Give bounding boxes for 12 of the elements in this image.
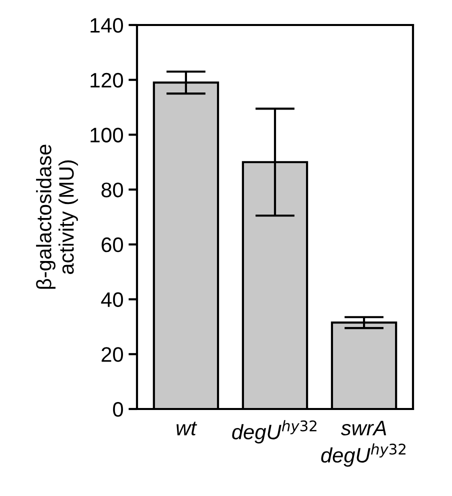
y-tick-label: 0 — [113, 402, 123, 417]
y-tick-label: 140 — [90, 18, 123, 33]
y-tick-label: 60 — [102, 237, 123, 252]
x-tick-label: swrA degU$^{hy32}$ — [321, 420, 406, 467]
x-tick-label: wt — [176, 422, 198, 436]
x-tick-label: degU$^{hy32}$ — [232, 420, 316, 444]
y-tick-label: 100 — [90, 128, 123, 142]
y-tick-label: 20 — [102, 347, 123, 362]
y-tick-label: 40 — [101, 292, 123, 308]
y-tick-label: 80 — [102, 182, 123, 198]
y-tick-label: 120 — [90, 72, 123, 88]
y-axis-title: β-galactosidase activity (MU) — [36, 144, 78, 289]
